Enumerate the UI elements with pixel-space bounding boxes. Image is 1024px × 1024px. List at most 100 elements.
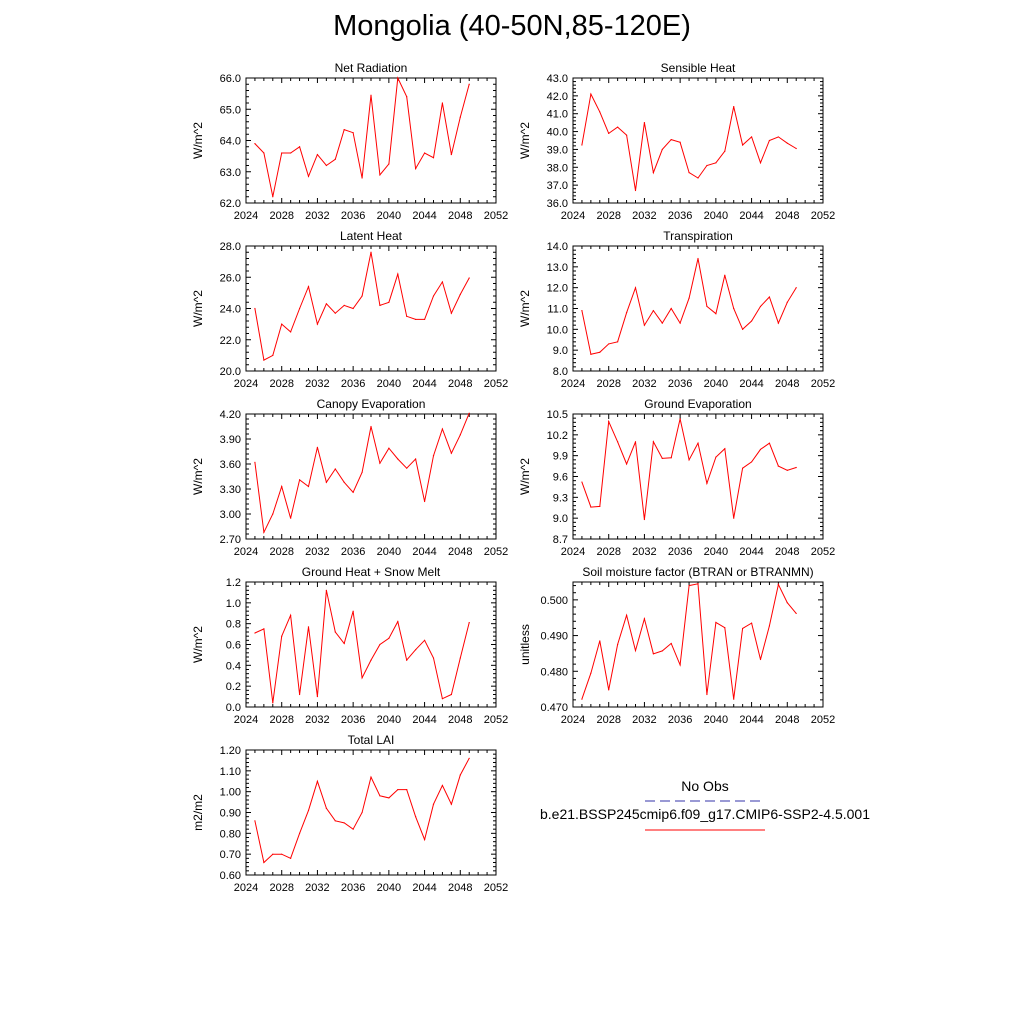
series-line — [581, 418, 797, 520]
data-point — [432, 657, 435, 659]
data-point — [352, 610, 354, 612]
y-tick-label: 22.0 — [220, 335, 241, 347]
data-point — [750, 461, 753, 463]
data-point — [432, 157, 435, 159]
data-point — [468, 412, 470, 414]
data-point — [263, 861, 265, 864]
data-point — [652, 653, 654, 655]
x-tick-label: 2040 — [704, 378, 728, 390]
data-point — [263, 152, 265, 154]
data-point — [468, 83, 470, 85]
data-point — [316, 323, 319, 325]
y-tick-label: 43.0 — [547, 73, 568, 85]
data-point — [298, 832, 301, 834]
data-point — [581, 698, 583, 700]
data-point — [370, 659, 372, 661]
data-point — [679, 141, 681, 143]
panel-title: Net Radiation — [335, 61, 408, 75]
y-tick-label: 9.3 — [553, 492, 568, 504]
panel-title: Ground Heat + Snow Melt — [302, 565, 441, 579]
data-point — [617, 441, 619, 443]
data-point — [697, 442, 699, 444]
data-point — [670, 307, 672, 310]
y-tick-label: 36.0 — [547, 198, 568, 210]
x-tick-label: 2040 — [704, 714, 728, 726]
data-point — [590, 506, 592, 508]
data-point — [661, 322, 663, 324]
data-point — [397, 77, 399, 79]
y-tick-label: 42.0 — [547, 91, 568, 103]
x-tick-label: 2044 — [412, 546, 436, 558]
x-tick-label: 2032 — [305, 714, 329, 726]
data-point — [590, 93, 592, 95]
y-tick-label: 0.60 — [220, 870, 241, 882]
data-point — [468, 277, 470, 279]
data-point — [343, 481, 345, 483]
data-point — [441, 102, 444, 104]
data-point — [581, 309, 583, 312]
x-tick-label: 2040 — [377, 882, 401, 894]
data-point — [625, 614, 628, 616]
data-point — [634, 649, 637, 652]
x-tick-label: 2052 — [811, 714, 835, 726]
panel-3: Latent Heat 2024 2028 2032 2036 2040 2044 2048 2… — [191, 229, 508, 390]
data-point — [388, 163, 390, 165]
x-tick-label: 2044 — [412, 378, 436, 390]
data-point — [272, 702, 274, 704]
data-point — [325, 164, 327, 167]
data-point — [617, 126, 619, 128]
data-point — [406, 315, 408, 317]
y-tick-label: 0.490 — [540, 631, 568, 643]
data-point — [415, 168, 417, 170]
data-point — [608, 132, 610, 134]
y-tick-label: 0.500 — [540, 595, 568, 607]
x-tick-label: 2028 — [269, 546, 293, 558]
panel-6: Ground Evaporation 2024 2028 2032 2036 2040 20… — [518, 397, 835, 558]
data-point — [643, 518, 646, 521]
data-point — [379, 795, 381, 797]
data-point — [599, 505, 601, 507]
plot-frame — [245, 413, 497, 540]
y-tick-label: 1.0 — [226, 598, 241, 610]
plot-frame — [572, 77, 824, 204]
x-tick-label: 2032 — [305, 378, 329, 390]
data-point — [316, 446, 319, 448]
panel-4: Transpiration 2024 2028 2032 2036 2040 2044 204… — [518, 229, 835, 390]
y-axis-label: W/m^2 — [191, 290, 205, 327]
data-point — [334, 312, 336, 314]
x-tick-label: 2028 — [596, 378, 620, 390]
x-tick-label: 2048 — [448, 546, 472, 558]
data-point — [281, 853, 283, 855]
data-point — [459, 116, 461, 118]
data-point — [325, 589, 327, 591]
y-tick-label: 3.90 — [220, 434, 241, 446]
x-tick-label: 2032 — [632, 378, 656, 390]
x-tick-label: 2032 — [305, 546, 329, 558]
data-point — [281, 152, 283, 154]
data-point — [608, 421, 610, 423]
data-point — [388, 637, 390, 639]
y-axis-label: W/m^2 — [191, 626, 205, 663]
x-tick-label: 2052 — [484, 378, 508, 390]
data-point — [415, 649, 417, 651]
y-tick-label: 1.20 — [220, 745, 241, 757]
series-line — [254, 758, 470, 864]
x-tick-label: 2028 — [269, 714, 293, 726]
data-point — [750, 320, 753, 322]
data-point — [786, 301, 788, 303]
data-point — [343, 304, 345, 306]
data-point — [325, 481, 327, 483]
figure-title: Mongolia (40-50N,85-120E) — [333, 10, 691, 42]
data-point — [432, 295, 435, 297]
x-tick-label: 2040 — [377, 210, 401, 222]
data-point — [777, 322, 779, 324]
x-tick-label: 2028 — [269, 210, 293, 222]
data-point — [697, 257, 699, 260]
data-point — [625, 312, 628, 314]
x-tick-label: 2044 — [739, 546, 763, 558]
y-axis-label: W/m^2 — [518, 122, 532, 159]
data-point — [334, 158, 336, 160]
series-line — [254, 252, 470, 361]
y-tick-label: 0.90 — [220, 808, 241, 820]
panel-title: Total LAI — [348, 733, 395, 747]
